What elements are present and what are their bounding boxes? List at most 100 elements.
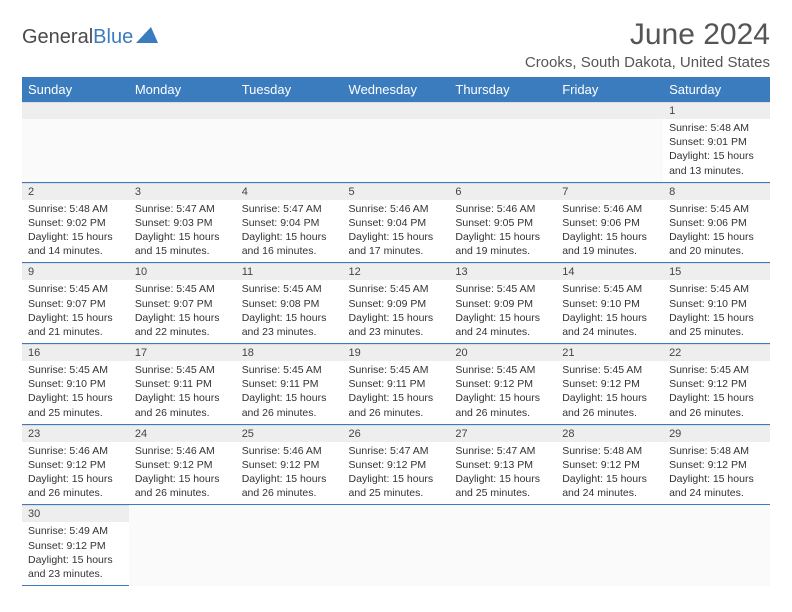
sunrise-line: Sunrise: 5:45 AM	[455, 282, 550, 296]
day-data: Sunrise: 5:49 AMSunset: 9:12 PMDaylight:…	[22, 522, 129, 585]
daylight-line: Daylight: 15 hours and 26 minutes.	[455, 391, 550, 419]
day-number: 14	[556, 263, 663, 280]
day-number: 7	[556, 183, 663, 200]
sunset-line: Sunset: 9:12 PM	[242, 458, 337, 472]
sunrise-line: Sunrise: 5:45 AM	[242, 363, 337, 377]
sunset-line: Sunset: 9:13 PM	[455, 458, 550, 472]
calendar-cell: 3Sunrise: 5:47 AMSunset: 9:03 PMDaylight…	[129, 182, 236, 263]
sail-icon	[136, 26, 158, 49]
calendar-cell: 21Sunrise: 5:45 AMSunset: 9:12 PMDayligh…	[556, 344, 663, 425]
day-data: Sunrise: 5:45 AMSunset: 9:11 PMDaylight:…	[236, 361, 343, 424]
day-number: 2	[22, 183, 129, 200]
calendar-cell: 11Sunrise: 5:45 AMSunset: 9:08 PMDayligh…	[236, 263, 343, 344]
calendar-cell	[449, 102, 556, 182]
calendar-cell	[129, 505, 236, 586]
daylight-line: Daylight: 15 hours and 26 minutes.	[669, 391, 764, 419]
daylight-line: Daylight: 15 hours and 15 minutes.	[135, 230, 230, 258]
day-number: 24	[129, 425, 236, 442]
day-number-empty	[343, 102, 450, 119]
day-number: 4	[236, 183, 343, 200]
day-data: Sunrise: 5:48 AMSunset: 9:12 PMDaylight:…	[663, 442, 770, 505]
calendar-cell: 15Sunrise: 5:45 AMSunset: 9:10 PMDayligh…	[663, 263, 770, 344]
day-data: Sunrise: 5:46 AMSunset: 9:05 PMDaylight:…	[449, 200, 556, 263]
brand-part1: General	[22, 26, 93, 49]
daylight-line: Daylight: 15 hours and 26 minutes.	[562, 391, 657, 419]
calendar-cell: 8Sunrise: 5:45 AMSunset: 9:06 PMDaylight…	[663, 182, 770, 263]
calendar-cell: 29Sunrise: 5:48 AMSunset: 9:12 PMDayligh…	[663, 424, 770, 505]
day-data: Sunrise: 5:46 AMSunset: 9:12 PMDaylight:…	[236, 442, 343, 505]
sunset-line: Sunset: 9:03 PM	[135, 216, 230, 230]
day-number: 17	[129, 344, 236, 361]
daylight-line: Daylight: 15 hours and 23 minutes.	[28, 553, 123, 581]
day-number-empty	[556, 102, 663, 119]
daylight-line: Daylight: 15 hours and 19 minutes.	[562, 230, 657, 258]
day-number-empty	[449, 102, 556, 119]
sunrise-line: Sunrise: 5:45 AM	[669, 202, 764, 216]
weekday-header: Thursday	[449, 77, 556, 102]
calendar-row: 2Sunrise: 5:48 AMSunset: 9:02 PMDaylight…	[22, 182, 770, 263]
day-number: 6	[449, 183, 556, 200]
day-number-empty	[236, 102, 343, 119]
sunset-line: Sunset: 9:06 PM	[669, 216, 764, 230]
page-header: GeneralBlue June 2024 Crooks, South Dako…	[22, 18, 770, 71]
day-number: 1	[663, 102, 770, 119]
sunset-line: Sunset: 9:12 PM	[28, 539, 123, 553]
sunrise-line: Sunrise: 5:45 AM	[669, 282, 764, 296]
sunset-line: Sunset: 9:12 PM	[562, 458, 657, 472]
weekday-header: Sunday	[22, 77, 129, 102]
day-number: 28	[556, 425, 663, 442]
day-number: 16	[22, 344, 129, 361]
calendar-cell	[236, 505, 343, 586]
sunrise-line: Sunrise: 5:45 AM	[455, 363, 550, 377]
daylight-line: Daylight: 15 hours and 19 minutes.	[455, 230, 550, 258]
sunrise-line: Sunrise: 5:48 AM	[669, 444, 764, 458]
sunset-line: Sunset: 9:05 PM	[455, 216, 550, 230]
day-number: 25	[236, 425, 343, 442]
day-data: Sunrise: 5:45 AMSunset: 9:08 PMDaylight:…	[236, 280, 343, 343]
sunset-line: Sunset: 9:01 PM	[669, 135, 764, 149]
day-data: Sunrise: 5:45 AMSunset: 9:09 PMDaylight:…	[449, 280, 556, 343]
day-data: Sunrise: 5:47 AMSunset: 9:12 PMDaylight:…	[343, 442, 450, 505]
daylight-line: Daylight: 15 hours and 25 minutes.	[669, 311, 764, 339]
calendar-cell	[343, 505, 450, 586]
day-number: 10	[129, 263, 236, 280]
calendar-cell: 14Sunrise: 5:45 AMSunset: 9:10 PMDayligh…	[556, 263, 663, 344]
daylight-line: Daylight: 15 hours and 26 minutes.	[242, 472, 337, 500]
calendar-table: SundayMondayTuesdayWednesdayThursdayFrid…	[22, 77, 770, 586]
day-number: 23	[22, 425, 129, 442]
calendar-cell	[556, 102, 663, 182]
calendar-cell	[556, 505, 663, 586]
calendar-cell: 26Sunrise: 5:47 AMSunset: 9:12 PMDayligh…	[343, 424, 450, 505]
day-data: Sunrise: 5:48 AMSunset: 9:12 PMDaylight:…	[556, 442, 663, 505]
daylight-line: Daylight: 15 hours and 24 minutes.	[455, 311, 550, 339]
sunrise-line: Sunrise: 5:45 AM	[135, 363, 230, 377]
daylight-line: Daylight: 15 hours and 25 minutes.	[455, 472, 550, 500]
weekday-header: Tuesday	[236, 77, 343, 102]
weekday-header: Friday	[556, 77, 663, 102]
daylight-line: Daylight: 15 hours and 26 minutes.	[135, 472, 230, 500]
calendar-row: 9Sunrise: 5:45 AMSunset: 9:07 PMDaylight…	[22, 263, 770, 344]
sunset-line: Sunset: 9:12 PM	[349, 458, 444, 472]
calendar-header-row: SundayMondayTuesdayWednesdayThursdayFrid…	[22, 77, 770, 102]
day-number: 26	[343, 425, 450, 442]
daylight-line: Daylight: 15 hours and 24 minutes.	[562, 311, 657, 339]
sunset-line: Sunset: 9:12 PM	[28, 458, 123, 472]
calendar-cell: 10Sunrise: 5:45 AMSunset: 9:07 PMDayligh…	[129, 263, 236, 344]
calendar-cell: 27Sunrise: 5:47 AMSunset: 9:13 PMDayligh…	[449, 424, 556, 505]
sunrise-line: Sunrise: 5:46 AM	[242, 444, 337, 458]
day-data: Sunrise: 5:45 AMSunset: 9:10 PMDaylight:…	[663, 280, 770, 343]
daylight-line: Daylight: 15 hours and 16 minutes.	[242, 230, 337, 258]
calendar-cell	[449, 505, 556, 586]
day-number: 8	[663, 183, 770, 200]
day-number: 13	[449, 263, 556, 280]
sunset-line: Sunset: 9:07 PM	[135, 297, 230, 311]
calendar-cell: 9Sunrise: 5:45 AMSunset: 9:07 PMDaylight…	[22, 263, 129, 344]
sunrise-line: Sunrise: 5:46 AM	[135, 444, 230, 458]
daylight-line: Daylight: 15 hours and 26 minutes.	[28, 472, 123, 500]
daylight-line: Daylight: 15 hours and 23 minutes.	[242, 311, 337, 339]
day-data: Sunrise: 5:45 AMSunset: 9:07 PMDaylight:…	[22, 280, 129, 343]
calendar-row: 1Sunrise: 5:48 AMSunset: 9:01 PMDaylight…	[22, 102, 770, 182]
day-data: Sunrise: 5:46 AMSunset: 9:12 PMDaylight:…	[22, 442, 129, 505]
day-data: Sunrise: 5:45 AMSunset: 9:10 PMDaylight:…	[556, 280, 663, 343]
daylight-line: Daylight: 15 hours and 24 minutes.	[669, 472, 764, 500]
